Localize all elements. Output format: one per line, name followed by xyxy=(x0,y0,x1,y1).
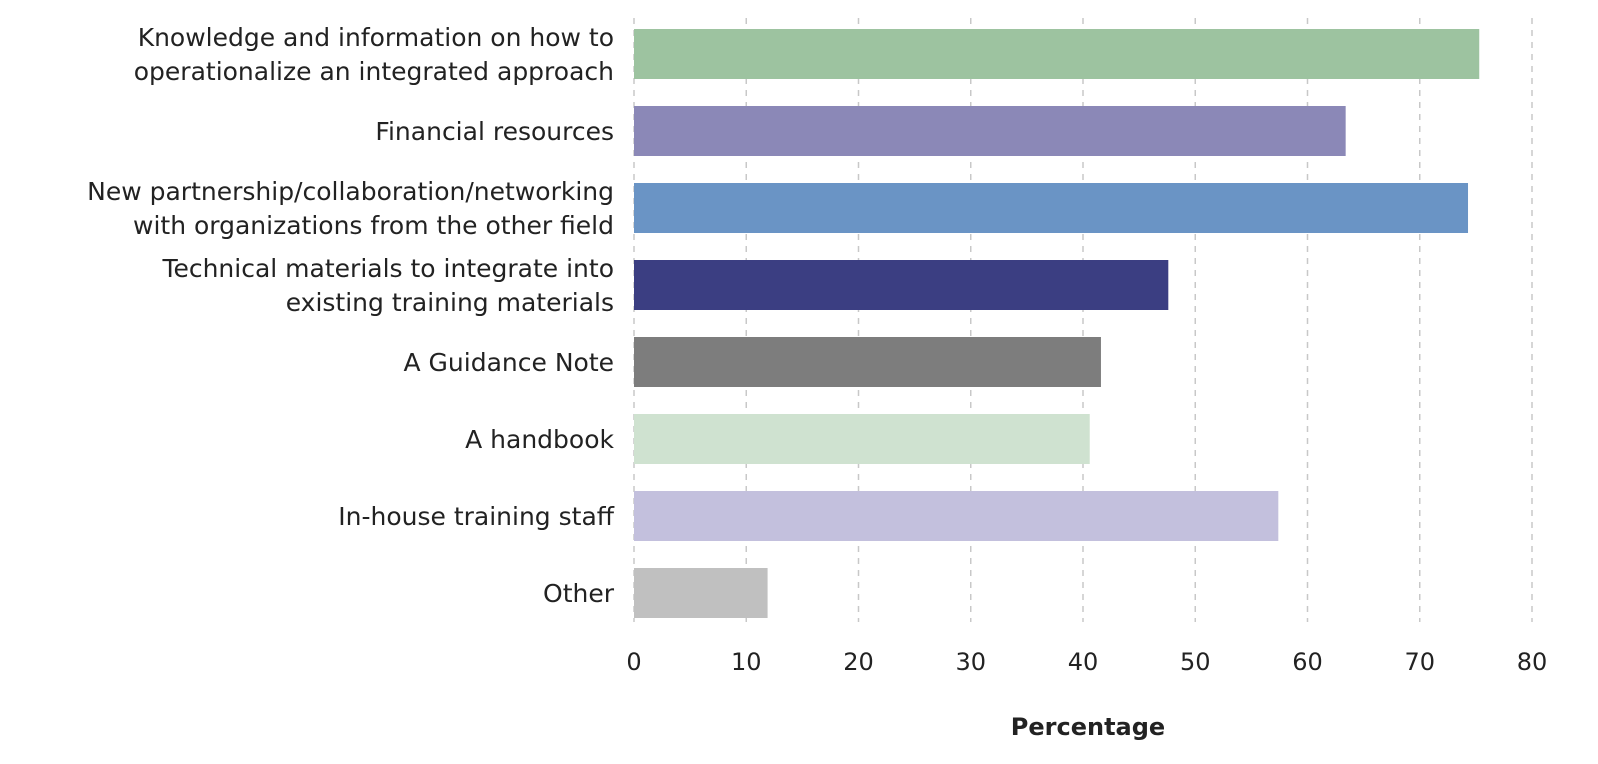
bars xyxy=(634,29,1480,618)
x-tick-labels: 0 10 20 30 40 50 60 70 80 xyxy=(626,648,1547,676)
category-label-3: New partnership/collaboration/networking… xyxy=(87,177,614,240)
category-label-line: A handbook xyxy=(465,425,614,454)
bar-4 xyxy=(634,260,1169,310)
bar-8 xyxy=(634,568,768,618)
category-label-1: Knowledge and information on how to opera… xyxy=(134,23,614,86)
x-tick-label-80: 80 xyxy=(1517,648,1548,676)
category-label-line: Other xyxy=(543,579,615,608)
category-label-line: with organizations from the other field xyxy=(133,211,614,240)
category-label-7: In-house training staff xyxy=(338,502,615,531)
category-label-5: A Guidance Note xyxy=(404,348,615,377)
category-label-line: Knowledge and information on how to xyxy=(138,23,614,52)
bar-1 xyxy=(634,29,1480,79)
x-tick-label-10: 10 xyxy=(731,648,762,676)
x-tick-label-60: 60 xyxy=(1292,648,1323,676)
bar-6 xyxy=(634,414,1090,464)
category-label-line: In-house training staff xyxy=(338,502,615,531)
category-labels: Knowledge and information on how to opera… xyxy=(87,23,615,608)
x-tick-label-20: 20 xyxy=(843,648,874,676)
category-label-line: New partnership/collaboration/networking xyxy=(87,177,614,206)
x-tick-label-50: 50 xyxy=(1180,648,1211,676)
bar-2 xyxy=(634,106,1346,156)
category-label-line: Financial resources xyxy=(375,117,614,146)
x-axis-title: Percentage xyxy=(1011,713,1165,741)
category-label-6: A handbook xyxy=(465,425,614,454)
x-tick-label-40: 40 xyxy=(1068,648,1099,676)
category-label-4: Technical materials to integrate into exi… xyxy=(161,254,614,317)
bar-3 xyxy=(634,183,1469,233)
category-label-line: Technical materials to integrate into xyxy=(161,254,614,283)
x-tick-label-30: 30 xyxy=(955,648,986,676)
x-tick-label-70: 70 xyxy=(1404,648,1435,676)
category-label-line: operationalize an integrated approach xyxy=(134,57,614,86)
bar-7 xyxy=(634,491,1279,541)
bar-5 xyxy=(634,337,1101,387)
category-label-line: A Guidance Note xyxy=(404,348,615,377)
x-tick-label-0: 0 xyxy=(626,648,641,676)
category-label-line: existing training materials xyxy=(286,288,614,317)
category-label-2: Financial resources xyxy=(375,117,614,146)
category-label-8: Other xyxy=(543,579,615,608)
